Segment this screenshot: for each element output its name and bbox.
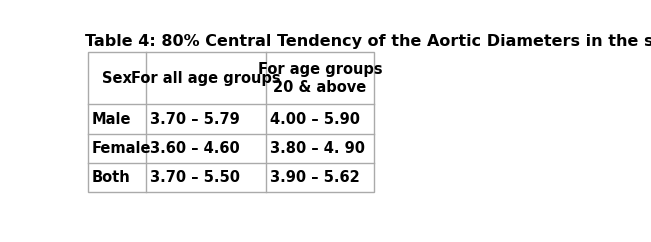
Text: 3.70 – 5.79: 3.70 – 5.79 bbox=[150, 112, 240, 127]
Text: 3.70 – 5.50: 3.70 – 5.50 bbox=[150, 170, 240, 185]
Text: For all age groups: For all age groups bbox=[131, 71, 281, 86]
Text: Both: Both bbox=[91, 170, 130, 185]
Text: 3.80 – 4. 90: 3.80 – 4. 90 bbox=[270, 141, 365, 156]
Text: Table 4: 80% Central Tendency of the Aortic Diameters in the sample: Table 4: 80% Central Tendency of the Aor… bbox=[85, 34, 651, 49]
Text: For age groups
20 & above: For age groups 20 & above bbox=[258, 61, 382, 95]
Text: 4.00 – 5.90: 4.00 – 5.90 bbox=[270, 112, 360, 127]
Text: 3.60 – 4.60: 3.60 – 4.60 bbox=[150, 141, 240, 156]
Text: Male: Male bbox=[91, 112, 131, 127]
Text: 3.90 – 5.62: 3.90 – 5.62 bbox=[270, 170, 359, 185]
Text: Female: Female bbox=[91, 141, 151, 156]
Text: Sex: Sex bbox=[102, 71, 132, 86]
